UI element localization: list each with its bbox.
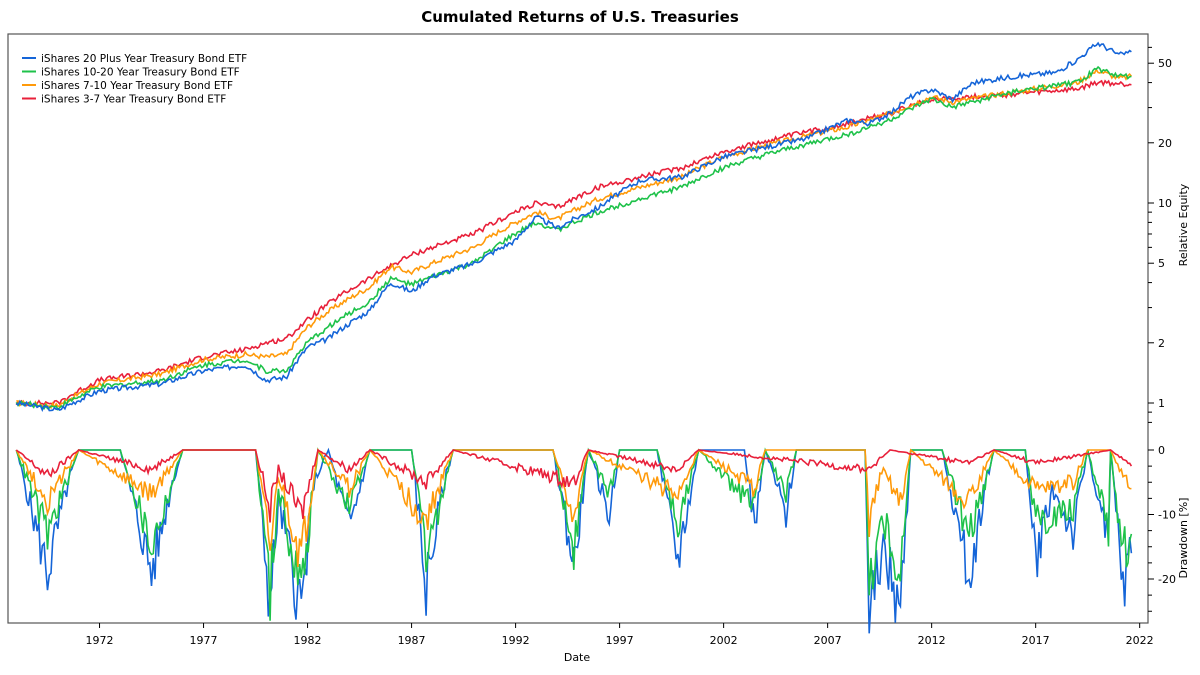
x-tick-label: 2007	[814, 634, 842, 647]
y-tick-label: 10	[1158, 197, 1172, 210]
x-tick-label: 2002	[710, 634, 738, 647]
y-axis-label-equity: Relative Equity	[1177, 183, 1190, 266]
y-tick-label: 50	[1158, 57, 1172, 70]
x-tick-label: 1987	[398, 634, 426, 647]
chart-title: Cumulated Returns of U.S. Treasuries	[421, 8, 739, 26]
legend-label: iShares 20 Plus Year Treasury Bond ETF	[41, 53, 247, 65]
x-tick-label: 1997	[606, 634, 634, 647]
y-tick-label: 2	[1158, 337, 1165, 350]
x-tick-label: 1992	[502, 634, 530, 647]
y-tick-label: 1	[1158, 397, 1165, 410]
equity-line	[16, 67, 1133, 410]
equity-line	[15, 79, 1132, 407]
x-axis-label: Date	[564, 651, 591, 664]
y-tick-label: -10	[1158, 509, 1176, 522]
y-axis-label-drawdown: Drawdown [%]	[1177, 498, 1190, 579]
y-tick-label: 5	[1158, 257, 1165, 270]
legend-label: iShares 3-7 Year Treasury Bond ETF	[41, 94, 226, 106]
legend-label: iShares 7-10 Year Treasury Bond ETF	[41, 80, 233, 92]
y-tick-label: 20	[1158, 137, 1172, 150]
x-tick-label: 2022	[1126, 634, 1154, 647]
y-tick-label: 0	[1158, 444, 1165, 457]
plot-frame	[7, 33, 1149, 624]
x-tick-label: 1972	[86, 634, 114, 647]
x-tick-label: 2012	[918, 634, 946, 647]
equity-line	[15, 65, 1132, 411]
drawdown-line	[15, 448, 1133, 523]
x-tick-label: 1977	[190, 634, 218, 647]
equity-line	[15, 41, 1132, 413]
y-tick-label: -20	[1158, 573, 1176, 586]
x-tick-label: 1982	[294, 634, 322, 647]
legend-label: iShares 10-20 Year Treasury Bond ETF	[41, 67, 240, 79]
x-tick-label: 2017	[1022, 634, 1050, 647]
